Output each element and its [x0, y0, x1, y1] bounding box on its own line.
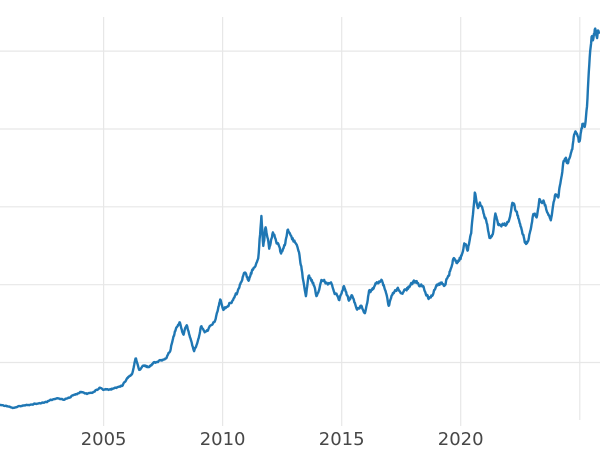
x-tick-marks: [102, 420, 462, 426]
x-tick-labels: 2005 2010 2015 2020: [81, 429, 484, 450]
horizontal-gridlines: [0, 50, 600, 364]
price-line-series: [0, 27, 600, 410]
x-tick-label-2020: 2020: [438, 429, 484, 450]
x-tick-label-2010: 2010: [200, 429, 246, 450]
vertical-gridlines: [102, 17, 581, 420]
x-tick-label-2015: 2015: [319, 429, 365, 450]
x-tick-label-2005: 2005: [81, 429, 127, 450]
